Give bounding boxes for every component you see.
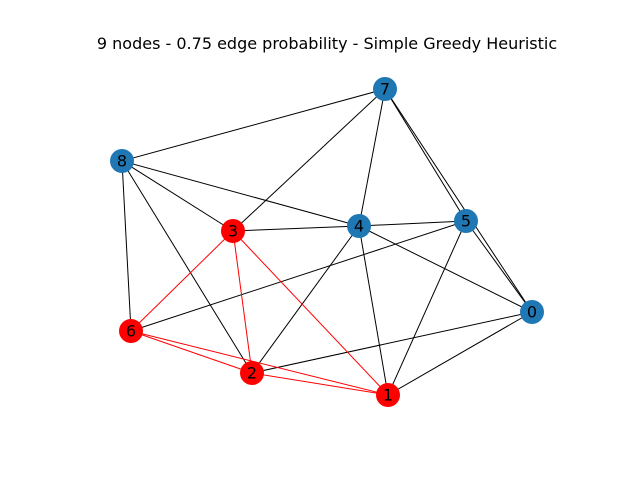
edge-5-6 [130,220,467,332]
node-label-3: 3 [228,222,238,241]
edge-3-6 [130,230,234,332]
node-4: 4 [347,214,371,238]
edge-3-2 [232,230,253,374]
edge-3-1 [232,230,389,396]
edge-0-2 [251,311,533,374]
node-circle-0 [520,300,544,324]
edge-7-5 [384,88,467,222]
edge-8-4 [121,160,360,227]
node-label-5: 5 [461,212,471,231]
node-circle-4 [347,214,371,238]
edge-layer [121,88,533,396]
node-label-6: 6 [126,322,136,341]
node-label-7: 7 [380,80,390,99]
edge-2-1 [251,372,389,396]
node-7: 7 [373,77,397,101]
node-label-0: 0 [527,303,537,322]
edge-4-2 [251,225,360,374]
edge-7-8 [121,88,386,162]
node-circle-8 [110,149,134,173]
edge-7-4 [358,88,386,227]
node-label-2: 2 [247,364,257,383]
node-label-8: 8 [117,152,127,171]
node-5: 5 [454,209,478,233]
node-3: 3 [221,219,245,243]
node-circle-2 [240,361,264,385]
node-1: 1 [376,383,400,407]
edge-5-1 [387,220,467,396]
node-label-1: 1 [383,386,393,405]
node-circle-6 [119,319,143,343]
edge-7-0 [384,88,533,313]
edge-8-2 [121,160,253,374]
edge-8-3 [121,160,234,232]
edge-8-6 [121,160,132,332]
edge-6-2 [130,330,253,374]
node-circle-3 [221,219,245,243]
edge-5-0 [465,220,533,313]
node-layer: 0 1 2 3 4 5 6 7 8 [110,77,544,407]
node-label-4: 4 [354,217,364,236]
node-circle-5 [454,209,478,233]
edge-7-3 [232,88,386,232]
node-circle-1 [376,383,400,407]
node-8: 8 [110,149,134,173]
node-0: 0 [520,300,544,324]
edge-0-1 [387,311,533,396]
edge-4-0 [358,225,533,313]
edge-6-1 [130,330,389,396]
edge-4-5 [358,220,467,227]
node-circle-7 [373,77,397,101]
node-2: 2 [240,361,264,385]
node-6: 6 [119,319,143,343]
edge-3-4 [232,225,360,232]
graph-title: 9 nodes - 0.75 edge probability - Simple… [97,34,557,53]
